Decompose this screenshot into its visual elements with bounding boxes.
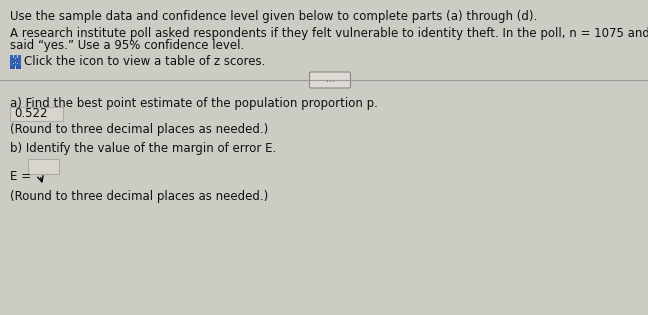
Bar bbox=[14, 63, 17, 66]
Bar bbox=[10, 64, 14, 68]
Text: (Round to three decimal places as needed.): (Round to three decimal places as needed… bbox=[10, 190, 268, 203]
Bar bbox=[10, 58, 14, 62]
Bar bbox=[18, 55, 21, 58]
Bar bbox=[10, 63, 13, 66]
Text: Use the sample data and confidence level given below to complete parts (a) throu: Use the sample data and confidence level… bbox=[10, 10, 537, 23]
Text: ...: ... bbox=[326, 76, 334, 84]
Bar bbox=[16, 64, 21, 68]
FancyBboxPatch shape bbox=[27, 158, 58, 174]
Bar bbox=[14, 59, 17, 62]
Text: 0.522: 0.522 bbox=[14, 107, 47, 120]
Bar bbox=[16, 58, 21, 62]
Text: b) Identify the value of the margin of error E.: b) Identify the value of the margin of e… bbox=[10, 142, 276, 155]
Text: said “yes.” Use a 95% confidence level.: said “yes.” Use a 95% confidence level. bbox=[10, 39, 244, 52]
Bar bbox=[10, 55, 13, 58]
Text: Click the icon to view a table of z scores.: Click the icon to view a table of z scor… bbox=[24, 55, 266, 68]
Text: a) Find the best point estimate of the population proportion p.: a) Find the best point estimate of the p… bbox=[10, 97, 378, 110]
FancyBboxPatch shape bbox=[10, 106, 62, 121]
Text: (Round to three decimal places as needed.): (Round to three decimal places as needed… bbox=[10, 123, 268, 136]
Text: A research institute poll asked respondents if they felt vulnerable to identity : A research institute poll asked responde… bbox=[10, 27, 648, 40]
FancyBboxPatch shape bbox=[310, 72, 351, 88]
Bar bbox=[18, 59, 21, 62]
Text: E =: E = bbox=[10, 170, 31, 183]
Bar bbox=[18, 63, 21, 66]
Bar bbox=[10, 59, 13, 62]
Bar bbox=[14, 55, 17, 58]
